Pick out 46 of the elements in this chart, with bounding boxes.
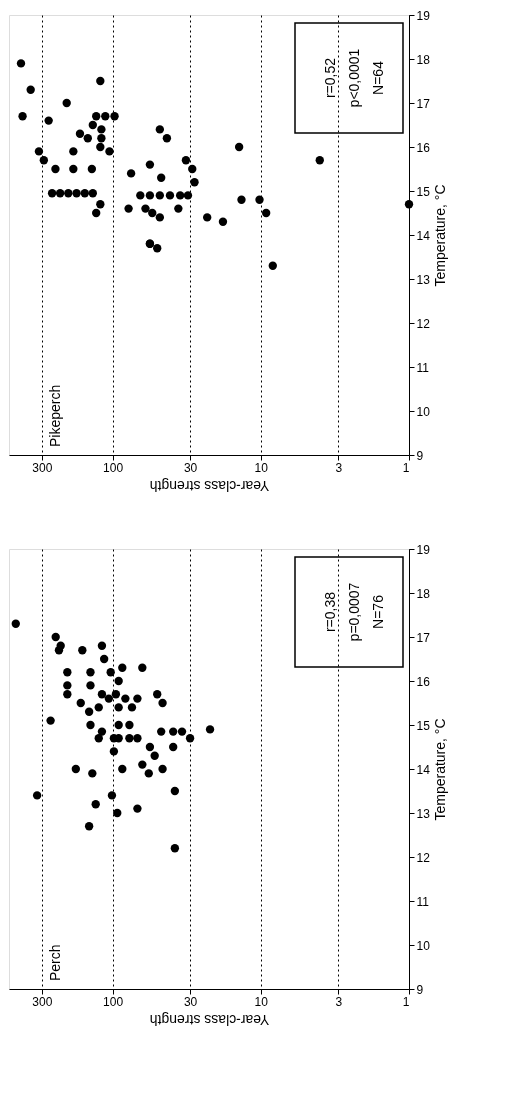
x-tick-label: 10 bbox=[254, 994, 269, 1009]
annotation: p=0,0007 bbox=[346, 582, 362, 642]
y-axis-title: Temperature, °C bbox=[431, 718, 448, 821]
x-tick-label: 30 bbox=[183, 994, 198, 1009]
y-tick-label: 18 bbox=[416, 52, 431, 67]
y-tick-label: 15 bbox=[416, 718, 431, 733]
y-tick-label: 15 bbox=[416, 184, 431, 199]
y-tick-label: 17 bbox=[416, 630, 431, 645]
y-tick-label: 13 bbox=[416, 272, 431, 287]
annotation: r=0,52 bbox=[322, 57, 338, 99]
x-tick-label: 100 bbox=[103, 460, 124, 475]
y-tick-label: 12 bbox=[416, 850, 431, 865]
y-tick-label: 11 bbox=[416, 360, 430, 375]
x-tick-label: 3 bbox=[335, 994, 343, 1009]
y-tick-label: 16 bbox=[416, 140, 431, 155]
x-tick-label: 1 bbox=[402, 460, 410, 475]
annotation: r=0,38 bbox=[322, 591, 338, 633]
text: Perch bbox=[47, 944, 63, 981]
y-tick-label: 14 bbox=[416, 762, 431, 777]
x-tick-label: 300 bbox=[32, 994, 53, 1009]
annotation: p<0,0001 bbox=[346, 48, 362, 108]
y-tick-label: 16 bbox=[416, 674, 431, 689]
y-tick-label: 9 bbox=[416, 448, 424, 463]
x-tick-label: 1 bbox=[402, 994, 410, 1009]
x-tick-label: 300 bbox=[32, 460, 53, 475]
annotation: N=64 bbox=[370, 60, 386, 95]
y-tick-label: 13 bbox=[416, 806, 431, 821]
annotation: N=76 bbox=[370, 594, 386, 629]
x-tick-label: 30 bbox=[183, 460, 198, 475]
y-tick-label: 14 bbox=[416, 228, 431, 243]
y-tick-label: 19 bbox=[416, 542, 431, 557]
y-tick-label: 11 bbox=[416, 894, 430, 909]
y-tick-label: 19 bbox=[416, 8, 431, 23]
y-tick-label: 12 bbox=[416, 316, 431, 331]
y-tick-label: 18 bbox=[416, 586, 431, 601]
x-tick-label: 3 bbox=[335, 460, 343, 475]
y-tick-label: 17 bbox=[416, 96, 431, 111]
x-tick-label: 100 bbox=[103, 994, 124, 1009]
y-tick-label: 10 bbox=[416, 938, 431, 953]
x-axis-title: Year-class strength bbox=[149, 477, 270, 494]
y-tick-label: 10 bbox=[416, 404, 431, 419]
text: Pikeperch bbox=[47, 384, 63, 447]
x-axis-title: Year-class strength bbox=[149, 1011, 270, 1028]
y-axis-title: Temperature, °C bbox=[431, 184, 448, 287]
x-tick-label: 10 bbox=[254, 460, 269, 475]
y-tick-label: 9 bbox=[416, 982, 424, 997]
